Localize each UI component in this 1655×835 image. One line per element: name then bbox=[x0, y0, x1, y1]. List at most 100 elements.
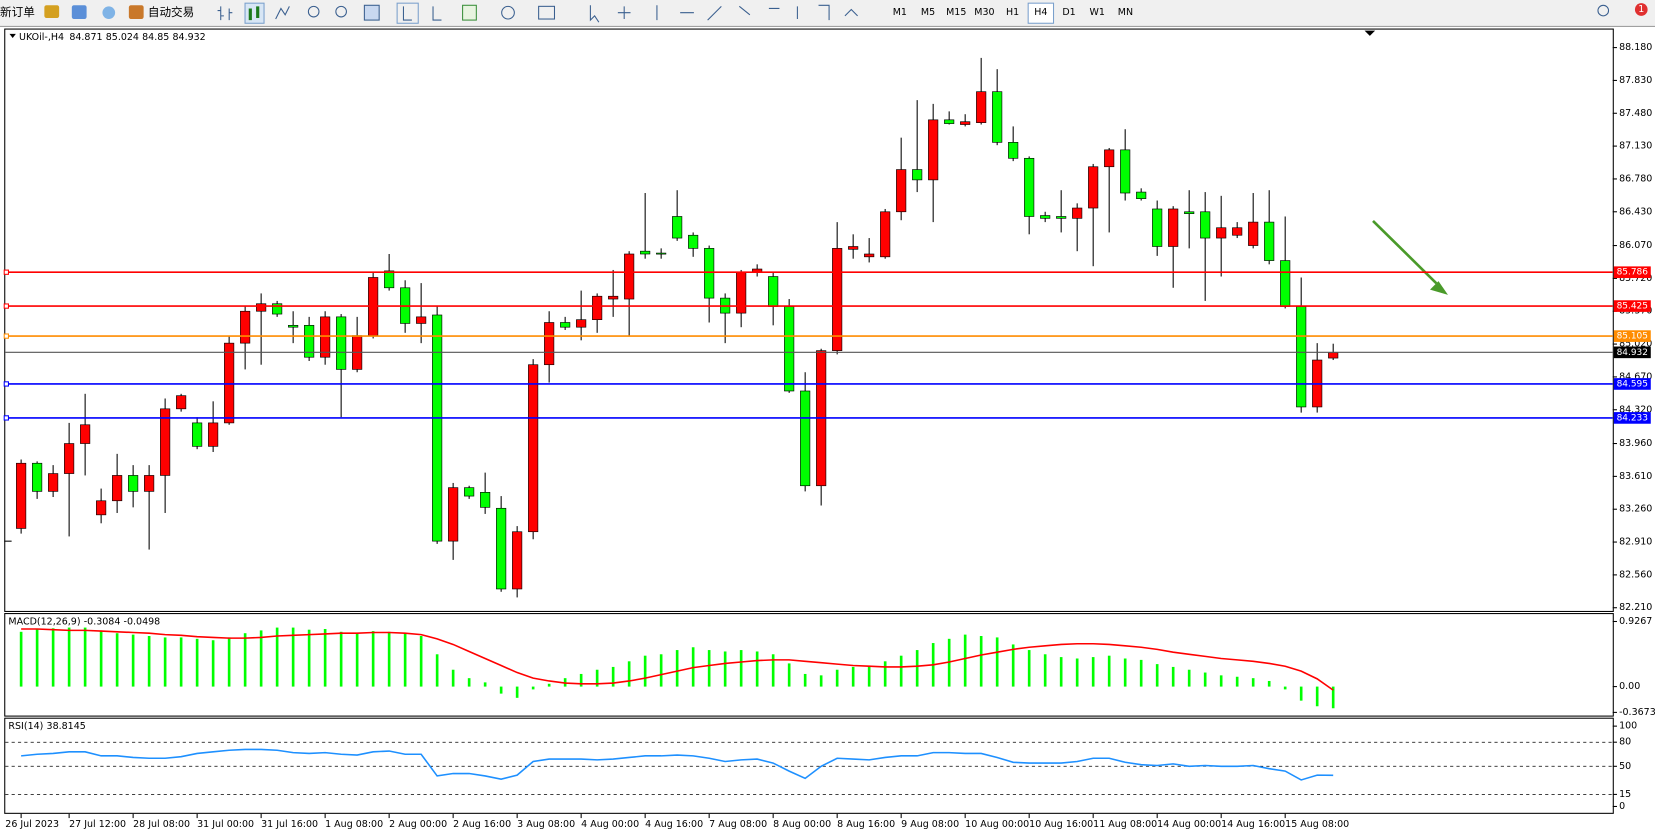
x-tick-label: 3 Aug 08:00 bbox=[517, 819, 575, 830]
icon[interactable] bbox=[538, 5, 556, 20]
level-anchor bbox=[3, 381, 9, 387]
candle-body bbox=[544, 322, 555, 366]
candle-body bbox=[112, 475, 123, 502]
icon[interactable] bbox=[402, 6, 442, 21]
level-label-bg bbox=[1613, 266, 1651, 279]
icon[interactable] bbox=[462, 4, 477, 21]
timeframe-button[interactable]: M15 bbox=[946, 7, 966, 18]
timeframe-button[interactable]: M30 bbox=[974, 7, 994, 18]
candle-body bbox=[1328, 352, 1339, 359]
candle-body bbox=[384, 270, 395, 289]
new-order-button[interactable]: 新订单 bbox=[0, 5, 35, 19]
y-tick-label: 83.960 bbox=[1619, 438, 1652, 449]
icon[interactable] bbox=[1597, 4, 1610, 17]
candle-body bbox=[912, 169, 923, 181]
candle-body bbox=[976, 91, 987, 123]
candle-body bbox=[880, 211, 891, 258]
candle-body bbox=[960, 121, 971, 125]
icon[interactable] bbox=[501, 5, 515, 20]
candle-body bbox=[736, 271, 747, 314]
timeframe-button[interactable]: H4 bbox=[1034, 7, 1047, 18]
x-tick-label: 15 Aug 08:00 bbox=[1285, 819, 1349, 830]
notification-count[interactable]: 1 bbox=[1638, 4, 1644, 15]
candle-body bbox=[432, 314, 443, 542]
tool-icons[interactable] bbox=[217, 2, 1610, 24]
timeframe-button[interactable]: H1 bbox=[1006, 7, 1019, 18]
candle-body bbox=[1232, 227, 1243, 236]
y-tick-label: 82.210 bbox=[1619, 602, 1652, 613]
last-high: 85.024 bbox=[106, 31, 139, 42]
x-tick-label: 4 Aug 16:00 bbox=[645, 819, 703, 830]
candle-body bbox=[704, 248, 715, 299]
y-tick-label: 50 bbox=[1619, 761, 1631, 772]
candle-body bbox=[1216, 227, 1227, 239]
timeframe-button[interactable]: W1 bbox=[1090, 7, 1105, 18]
icon[interactable] bbox=[217, 6, 233, 21]
icon[interactable] bbox=[335, 5, 347, 18]
candle-body bbox=[576, 319, 587, 328]
symbol-menu bbox=[9, 33, 16, 39]
y-tick-label: 87.130 bbox=[1619, 141, 1652, 152]
level-anchor bbox=[3, 269, 9, 275]
candle-body bbox=[80, 424, 91, 444]
shift-marker bbox=[1364, 30, 1376, 36]
candle-body bbox=[528, 364, 539, 533]
y-tick-label: 84.320 bbox=[1619, 404, 1652, 415]
y-tick-label: -0.3673 bbox=[1619, 707, 1655, 718]
x-tick-label: 10 Aug 16:00 bbox=[1029, 819, 1093, 830]
y-tick-label: 86.430 bbox=[1619, 206, 1652, 217]
candle-body bbox=[864, 253, 875, 258]
timeframe-button[interactable]: M5 bbox=[921, 7, 935, 18]
chart-window: UKOil-,H4 84.871 85.024 84.85 84.932 MACD(12… bbox=[0, 27, 1655, 835]
icon[interactable] bbox=[248, 6, 260, 21]
icon[interactable] bbox=[128, 5, 144, 20]
timeframe-button[interactable]: MN bbox=[1118, 7, 1133, 18]
candle-body bbox=[1184, 211, 1195, 214]
icon[interactable] bbox=[244, 2, 265, 24]
candle-body bbox=[784, 306, 795, 392]
icon[interactable] bbox=[275, 6, 290, 20]
icon[interactable] bbox=[844, 8, 858, 17]
candle-body bbox=[1088, 166, 1099, 209]
icon[interactable] bbox=[363, 4, 380, 21]
x-tick-label: 8 Aug 00:00 bbox=[773, 819, 831, 830]
notification-badge[interactable] bbox=[1634, 3, 1648, 16]
level-label: 85.105 bbox=[1617, 332, 1648, 342]
icon[interactable] bbox=[307, 5, 320, 18]
level-label: 85.786 bbox=[1617, 268, 1649, 278]
current-price-bg bbox=[1613, 346, 1651, 359]
icon[interactable] bbox=[44, 5, 60, 18]
candle-body bbox=[560, 322, 571, 328]
level-label: 84.233 bbox=[1617, 413, 1648, 423]
x-tick-label: 8 Aug 16:00 bbox=[837, 819, 895, 830]
candle-body bbox=[240, 310, 251, 344]
timeframe-button[interactable]: M1 bbox=[893, 7, 907, 18]
level-label-bg bbox=[1613, 378, 1651, 390]
candle-body bbox=[800, 390, 811, 487]
current-price-label: 84.932 bbox=[1617, 348, 1648, 358]
x-tick-label: 4 Aug 00:00 bbox=[581, 819, 639, 830]
active-timeframe-bg bbox=[1027, 2, 1055, 24]
icon[interactable] bbox=[102, 6, 116, 20]
y-tick-label: 15 bbox=[1619, 789, 1631, 800]
icon[interactable] bbox=[396, 2, 419, 24]
candle-body bbox=[496, 507, 507, 590]
candle-body bbox=[64, 443, 75, 474]
y-tick-label: 100 bbox=[1619, 721, 1637, 732]
icon[interactable] bbox=[589, 4, 830, 23]
candle-body bbox=[272, 303, 283, 315]
timeframe-button[interactable]: D1 bbox=[1062, 7, 1075, 18]
symbol-title: UKOil-,H4 bbox=[19, 31, 64, 42]
icon[interactable] bbox=[71, 5, 87, 20]
y-tick-label: 82.560 bbox=[1619, 569, 1652, 580]
level-label: 84.595 bbox=[1617, 379, 1648, 389]
level-anchor bbox=[3, 415, 9, 421]
candle-body bbox=[1056, 216, 1067, 219]
candle-body bbox=[848, 246, 859, 250]
macd-signal-last: -0.0498 bbox=[124, 616, 161, 627]
candle-body bbox=[176, 395, 187, 410]
auto-trade-button[interactable]: 自动交易 bbox=[148, 5, 194, 19]
x-tick-label: 10 Aug 00:00 bbox=[965, 819, 1029, 830]
